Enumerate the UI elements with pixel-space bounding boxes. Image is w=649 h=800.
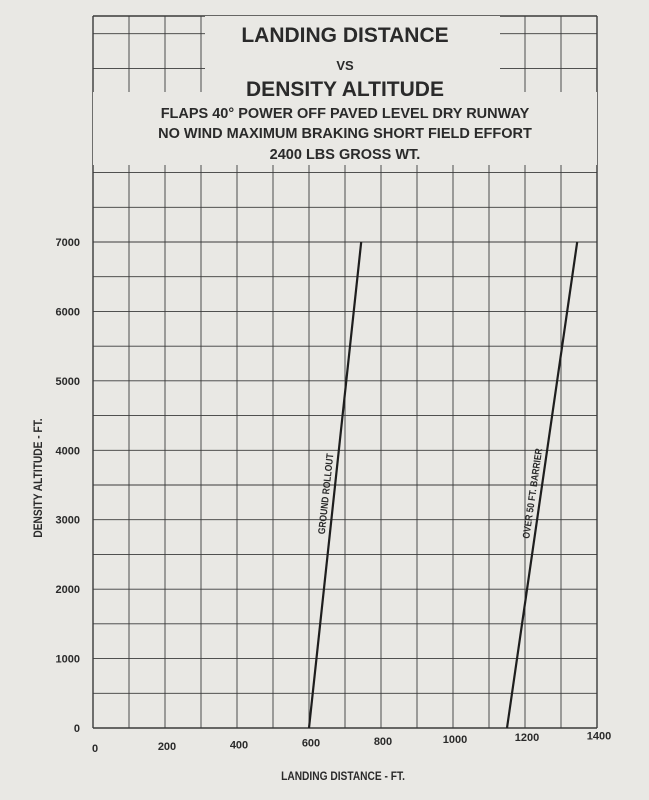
y-tick-label: 7000: [56, 237, 80, 249]
y-axis-label: DENSITY ALTITUDE - FT.: [32, 418, 45, 537]
y-tick-label: 4000: [56, 445, 80, 457]
x-tick-label: 1400: [587, 730, 611, 742]
title-box-bottom-bg: [93, 92, 597, 165]
x-axis-label: LANDING DISTANCE - FT.: [281, 770, 405, 783]
y-tick-label: 1000: [56, 654, 80, 666]
x-tick-label: 1000: [443, 734, 467, 746]
series-line-0: [307, 241, 363, 729]
chart-title-line2: DENSITY ALTITUDE: [246, 78, 444, 101]
conditions-line-2: NO WIND MAXIMUM BRAKING SHORT FIELD EFFO…: [158, 126, 532, 142]
y-tick-label: 2000: [56, 584, 80, 596]
series-label: GROUND ROLLOUT: [316, 453, 335, 535]
y-tick-label: 6000: [56, 306, 80, 318]
title-box: LANDING DISTANCE VS DENSITY ALTITUDE FLA…: [93, 16, 597, 165]
x-tick-label: 800: [374, 736, 392, 748]
y-tick-label: 3000: [56, 515, 80, 527]
x-tick-label: 600: [302, 738, 320, 750]
y-tick-label: 5000: [56, 376, 80, 388]
title-box-top-bg: [205, 16, 500, 94]
x-tick-label: 1200: [515, 732, 539, 744]
x-tick-label: 0: [92, 743, 98, 755]
x-tick-label: 200: [158, 741, 176, 753]
conditions-line-3: 2400 LBS GROSS WT.: [270, 147, 421, 163]
y-tick-label: 0: [74, 723, 80, 735]
conditions-line-1: FLAPS 40° POWER OFF PAVED LEVEL DRY RUNW…: [161, 106, 530, 122]
tick-labels: 0 1000 2000 3000 4000 5000 6000 7000 0 200 400 600 8…: [56, 237, 612, 755]
x-tick-label: 400: [230, 739, 248, 751]
chart-title-vs: VS: [336, 58, 354, 73]
series-line-1: [505, 241, 579, 729]
chart-title: LANDING DISTANCE: [241, 24, 448, 47]
